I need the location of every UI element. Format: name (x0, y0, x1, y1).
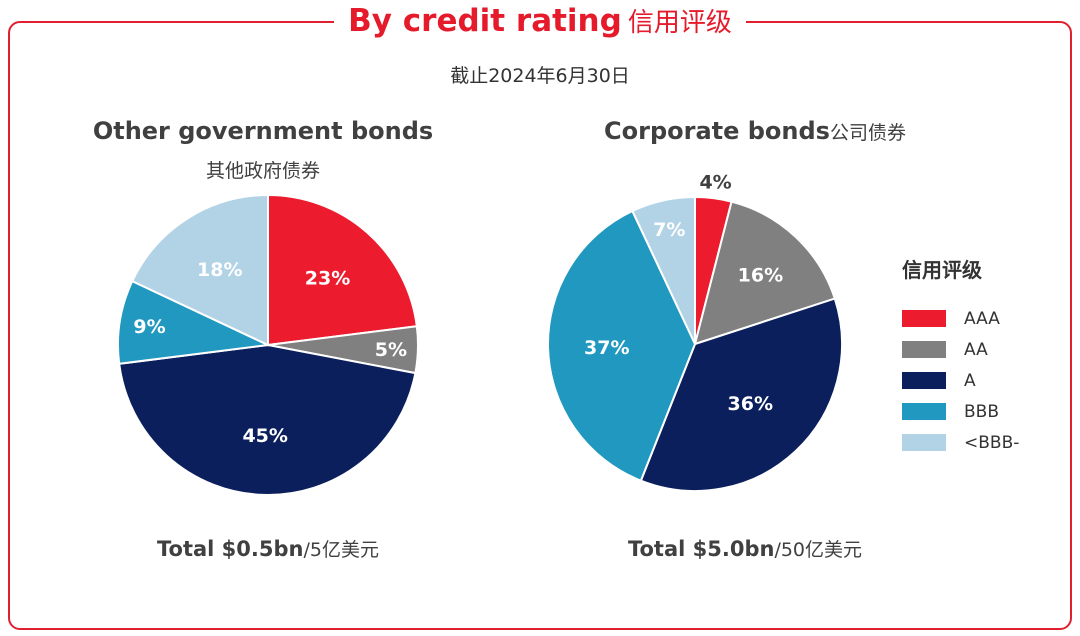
main-title-en: By credit rating (348, 3, 622, 39)
as-of-date: 截止2024年6月30日 (450, 65, 630, 87)
gov-total-amount: Total $0.5bn (157, 537, 304, 561)
pie-slice-aaa (267, 193, 418, 347)
legend-swatch (902, 341, 946, 358)
pie-data-label: 23% (305, 268, 350, 290)
gov-chart-title: Other government bonds (92, 117, 434, 145)
legend-label: A (964, 370, 976, 391)
corp-total-zh: /50亿美元 (774, 539, 863, 561)
legend-swatch (902, 310, 946, 327)
pie-data-label: 18% (197, 259, 242, 281)
legend: 信用评级 AAA AA A BBB <BBB- (902, 254, 1019, 458)
corp-total: Total $5.0bn/50亿美元 (535, 535, 955, 562)
main-title: By credit rating 信用评级 (0, 2, 1080, 39)
legend-item: AAA (902, 303, 1019, 334)
pie-data-label: 7% (653, 219, 685, 241)
pie-slice-bbb (117, 279, 272, 365)
pie-slice-bbb (631, 195, 696, 345)
legend-label: AAA (964, 308, 1000, 329)
gov-pie: 23% 5% 45% 9% 18% (117, 193, 419, 496)
pie-data-label: 36% (728, 393, 773, 415)
pie-slice-bbb (547, 209, 697, 482)
legend-swatch (902, 403, 946, 420)
legend-swatch (902, 434, 946, 451)
main-title-zh: 信用评级 (627, 8, 732, 38)
legend-item: BBB (902, 396, 1019, 427)
legend-label: BBB (964, 401, 999, 422)
corp-chart-title: Corporate bonds公司债券 (555, 117, 955, 145)
legend-title: 信用评级 (902, 258, 982, 282)
legend-swatch (902, 372, 946, 389)
legend-item: <BBB- (902, 427, 1019, 458)
pie-data-label: 4% (699, 171, 731, 193)
legend-label: AA (964, 339, 988, 360)
gov-total: Total $0.5bn/5亿美元 (58, 535, 478, 562)
pie-slice-a (118, 343, 417, 496)
pie-slice-a (639, 297, 843, 492)
pie-slice-aa (693, 200, 837, 346)
pie-data-label: 16% (738, 264, 783, 286)
pie-data-label: 9% (133, 316, 165, 338)
corp-total-amount: Total $5.0bn (627, 537, 775, 561)
corp-pie: 4% 16% 36% 37% 7% (547, 171, 843, 492)
pie-data-label: 37% (584, 337, 629, 359)
corp-chart-title-zh: 公司债券 (829, 122, 906, 144)
pie-data-label: 45% (242, 425, 287, 447)
legend-label: <BBB- (964, 432, 1020, 453)
gov-chart-subtitle: 其他政府债券 (205, 160, 320, 182)
legend-item: A (902, 365, 1019, 396)
pie-slice-bbb (130, 193, 269, 347)
legend-item: AA (902, 334, 1019, 365)
pie-data-label: 5% (375, 339, 407, 361)
corp-chart-title-en: Corporate bonds (604, 117, 830, 145)
gov-total-zh: /5亿美元 (303, 539, 379, 561)
